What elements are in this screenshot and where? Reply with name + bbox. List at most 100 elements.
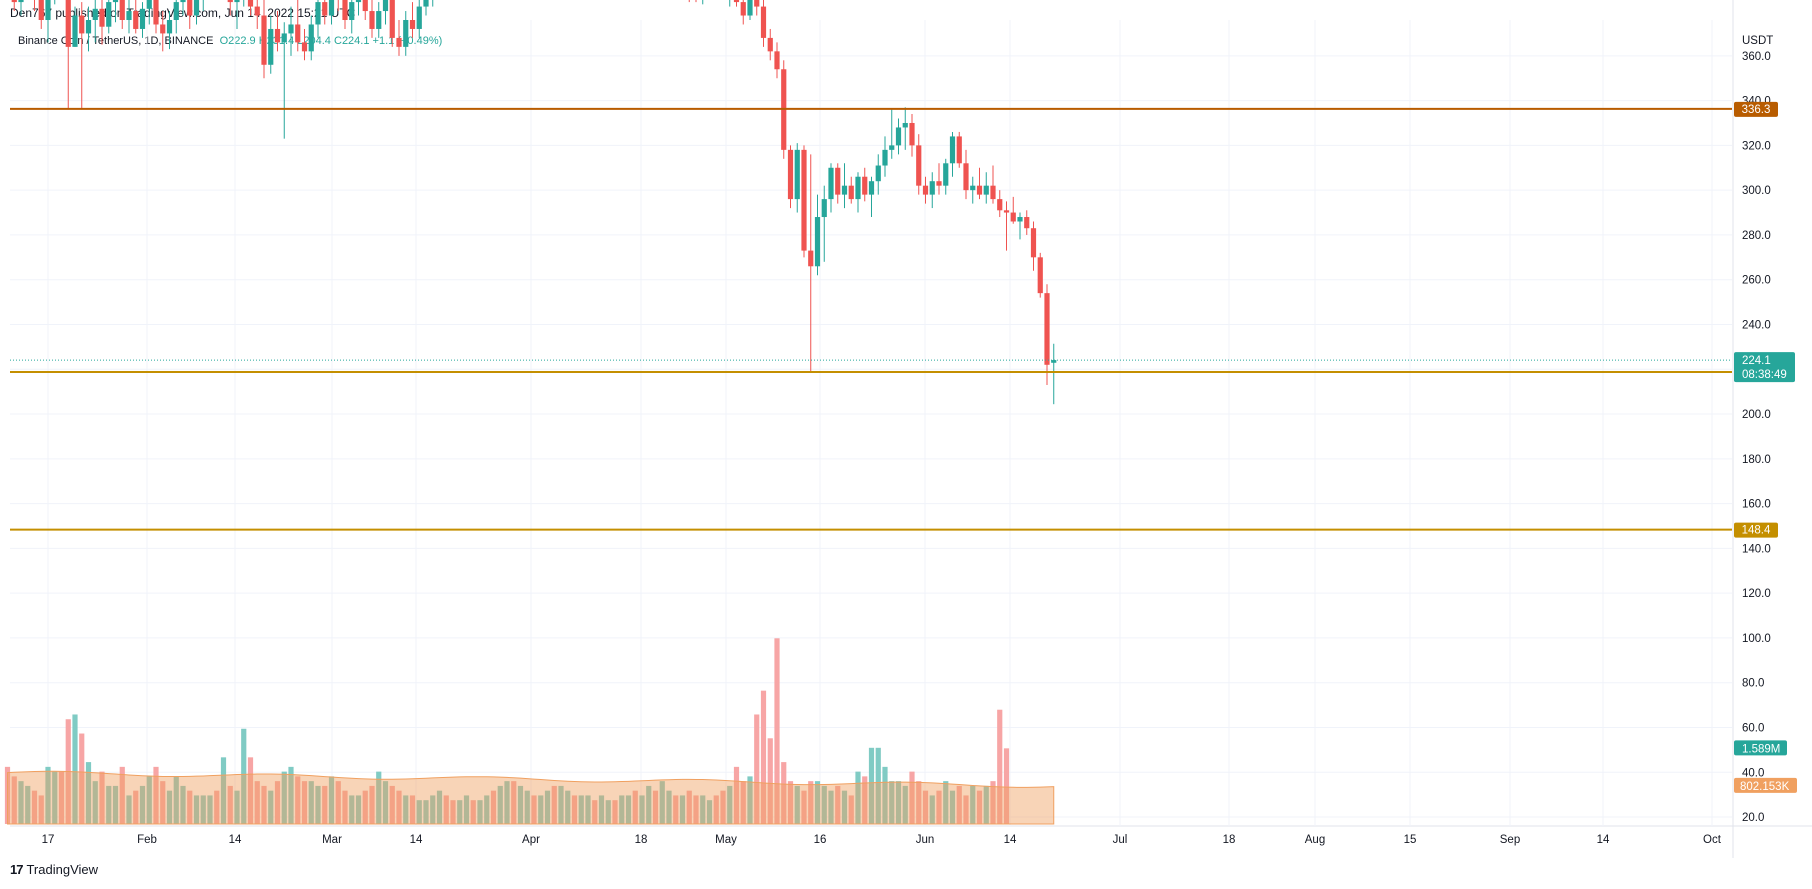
volume-bar [322, 785, 328, 824]
volume-bar [862, 776, 868, 824]
volume-bar [220, 757, 227, 824]
volume-bar [268, 790, 274, 824]
time-tick-label: 14 [229, 834, 242, 846]
time-tick-label: Feb [137, 834, 157, 846]
volume-bar [79, 733, 85, 824]
volume-ma-tag [1734, 777, 1797, 793]
price-tick-label: 300.0 [1742, 185, 1771, 197]
candle-body [875, 165, 881, 182]
volume-bar [72, 714, 78, 824]
price-tick-label: 40.0 [1742, 767, 1764, 779]
price-tick-label: 260.0 [1742, 275, 1771, 287]
candle-body [754, 0, 760, 7]
volume-bar [403, 795, 409, 824]
candle-body [133, 11, 139, 29]
time-tick-label: 17 [42, 834, 55, 846]
horizontal-levels[interactable] [10, 107, 1732, 531]
countdown-label: 08:38:49 [1742, 369, 1787, 381]
volume-bar [693, 795, 699, 824]
candle-body [281, 33, 287, 43]
volume-bar [544, 790, 551, 824]
volume-bar [106, 785, 112, 824]
tradingview-brand[interactable]: 17 TradingView [10, 862, 98, 877]
volume-bar [666, 790, 672, 824]
candle-body [423, 0, 429, 7]
candle-body [227, 0, 233, 3]
candle-body [11, 0, 17, 3]
candle-body [322, 2, 328, 16]
volume-bar [504, 781, 510, 824]
candle-body [234, 0, 240, 3]
volume-bar [180, 785, 186, 824]
price-tick-label: 160.0 [1742, 499, 1771, 511]
volume-bar [963, 795, 969, 824]
volume-bar [733, 766, 740, 824]
volume-bar [11, 776, 17, 824]
volume-bar [315, 785, 321, 824]
candle-body [929, 181, 935, 195]
candle-body [166, 20, 173, 34]
volume-bar [274, 781, 281, 824]
time-tick-label: Oct [1703, 834, 1722, 846]
volume-bar [774, 638, 780, 824]
volume-bar [916, 781, 922, 824]
volume-bar [457, 800, 463, 824]
volume-bar [841, 790, 848, 824]
volume-bar [153, 766, 159, 824]
volume-bar [490, 790, 497, 824]
volume-bar [99, 771, 105, 824]
candle-body [740, 2, 746, 16]
candle-body [976, 185, 983, 195]
candle-body [193, 0, 200, 16]
volume-bar [193, 795, 200, 824]
volume-bar [463, 795, 470, 824]
volume-bar [828, 790, 834, 824]
volume-bar [787, 781, 794, 824]
volume-bar [450, 800, 456, 824]
price-chart[interactable]: 360.0340.0320.0300.0280.0260.0240.0220.0… [0, 0, 1812, 858]
volume-bar [821, 785, 827, 824]
volume-bar [598, 795, 605, 824]
volume-bar [31, 790, 38, 824]
volume-bar [679, 795, 686, 824]
volume-bar [943, 781, 949, 824]
time-tick-label: May [715, 834, 737, 846]
volume-bar [895, 781, 902, 824]
time-tick-label: 15 [1404, 834, 1417, 846]
candle-body [355, 0, 362, 3]
volume-bar [335, 781, 341, 824]
price-tick-label: 240.0 [1742, 319, 1771, 331]
volume-bar [578, 795, 584, 824]
volume-bar [389, 785, 395, 824]
volume-bar [760, 690, 767, 824]
price-tick-label: 20.0 [1742, 812, 1764, 824]
candle-body [295, 24, 301, 43]
candle-body [254, 6, 260, 16]
candle-body [909, 122, 915, 146]
time-axis[interactable]: 17 Feb 14 Mar 14 Apr 18 May 16 Jun 14 Jul 18 Aug 15 Sep… [42, 834, 1722, 846]
volume-ma-tag-label: 802.153K [1740, 781, 1790, 793]
candle-body [801, 149, 807, 251]
candle-body [1030, 228, 1037, 258]
volume-bar [801, 790, 807, 824]
volume-bar [673, 795, 679, 824]
volume-bar [949, 790, 956, 824]
candle-body [369, 11, 375, 29]
candle-body [342, 0, 348, 21]
candle-body [416, 6, 422, 29]
candle-body [767, 37, 773, 52]
volume-bar [983, 785, 989, 824]
volume-bar [700, 795, 706, 824]
volume-bar [436, 790, 443, 824]
time-tick-label: 16 [814, 834, 827, 846]
candle-body [173, 2, 179, 21]
price-axis[interactable]: 360.0340.0320.0300.0280.0260.0240.0220.0… [1742, 35, 1773, 824]
price-tick-label: 360.0 [1742, 51, 1771, 63]
volume-bar [349, 795, 355, 824]
candle-body [990, 185, 996, 200]
volume-bar [511, 781, 517, 824]
volume-bar [139, 785, 146, 824]
candle-body [1010, 212, 1016, 222]
volume-bar [342, 790, 348, 824]
volume-bar [808, 781, 814, 824]
